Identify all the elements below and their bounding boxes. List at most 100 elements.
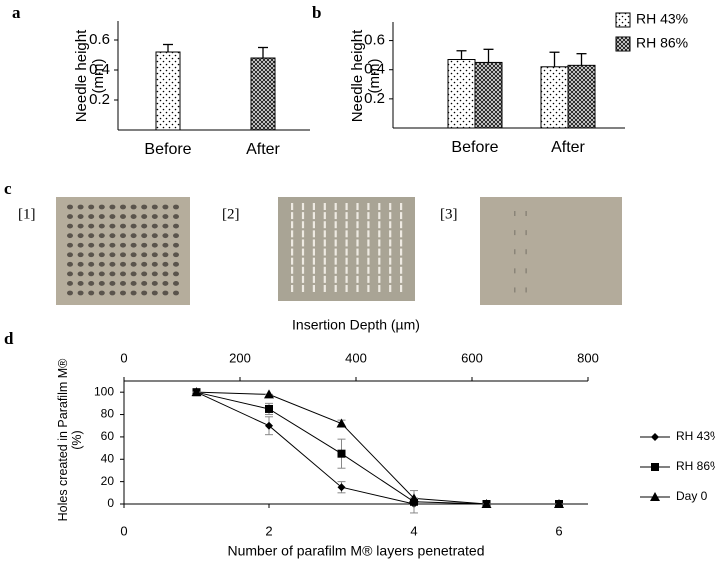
photo-hole [151,242,158,248]
bar [567,64,596,129]
image-label: [2] [222,206,240,222]
photo-hole [98,290,105,296]
photo-mark [367,212,370,220]
y-axis-label: Needle height (mm) [348,29,383,123]
photo-mark [400,248,403,256]
photo-mark [525,230,527,236]
photo-mark [334,248,337,256]
y-tick-label: 0.4 [364,61,385,78]
y-axis-label: Holes created in Parafilm M® (%) [55,358,84,522]
point [337,483,346,492]
photo-hole [120,233,126,239]
photo-mark [334,203,337,210]
photo-mark [323,248,326,256]
photo-mark [312,275,315,283]
photo-hole [98,261,105,267]
photo-hole [141,261,148,267]
photo-hole [77,242,84,248]
photo-hole [67,271,73,277]
legend-label: RH 86% [676,459,715,473]
bar [250,57,276,131]
photo-mark [323,239,326,247]
legend-marker [651,463,659,471]
photo-hole [141,223,148,229]
photo-mark [312,221,315,229]
photo-mark [334,275,337,283]
panel-label: d [4,329,14,348]
photo-hole [151,252,158,258]
photo-mark [400,212,403,220]
photo-mark [367,230,370,238]
photo-mark [367,257,370,265]
photo-hole [173,252,179,258]
photo-mark [378,239,381,247]
photo-hole [141,204,148,210]
bar [155,51,181,131]
x-tick-label: 0 [120,523,127,538]
x-tick-label: Before [451,139,498,156]
photo-hole [77,252,84,258]
x2-tick-label: 200 [229,350,251,365]
x-tick-label: After [551,139,585,156]
photo-hole [151,281,158,286]
photo-hole [109,252,116,258]
photo-hole [67,214,73,219]
photo-mark [345,257,348,265]
photo-mark [356,212,359,220]
photo-hole [141,281,148,286]
photo-hole [77,204,84,210]
photo-hole [88,242,95,248]
photo-mark [301,221,305,229]
photo-mark [378,212,381,220]
x-tick-label: Before [144,141,191,158]
photo-mark [334,285,337,292]
photo-hole [173,214,179,219]
legend-label: Day 0 [676,489,708,503]
photo-hole [67,233,73,239]
photo-mark [525,211,527,216]
x2-tick-label: 400 [345,350,367,365]
bar [540,66,569,129]
photo-mark [389,257,392,265]
photo-hole [173,290,179,296]
photo-mark [389,239,392,247]
y-tick-label: 0 [107,496,114,510]
photo-hole [162,204,169,210]
photo-mark [323,203,326,210]
photo-mark [356,203,359,210]
photo-mark [323,275,326,283]
series-line [196,391,559,505]
photo-hole [130,261,137,267]
photo-hole [130,252,137,258]
photo-mark [301,266,305,274]
photo-mark [291,248,294,256]
photo-hole [130,271,137,277]
photo-mark [389,266,392,274]
point [265,421,273,430]
photo-hole [77,281,84,286]
photo-mark [345,212,348,220]
photo-hole [173,204,179,210]
photo-mark [312,203,315,210]
photo-hole [98,242,105,248]
photo-hole [109,223,116,229]
photo-hole [173,261,179,267]
photo-mark [378,275,381,283]
photo-hole [67,252,73,258]
y-tick-label: 0.4 [89,61,110,78]
x-tick-label: After [246,141,280,158]
photo-hole [151,233,158,239]
photo-hole [130,223,137,229]
photo-mark [367,248,370,256]
photo-hole [141,290,148,296]
photo-hole [173,281,179,286]
photo-mark [312,230,315,238]
photo-hole [162,214,169,219]
photo-mark [345,239,348,247]
photo-mark [334,212,337,220]
photo-mark [323,212,326,220]
photo-mark [367,221,370,229]
bar [474,61,503,129]
photo-mark [378,266,381,274]
photo-mark [291,275,294,283]
